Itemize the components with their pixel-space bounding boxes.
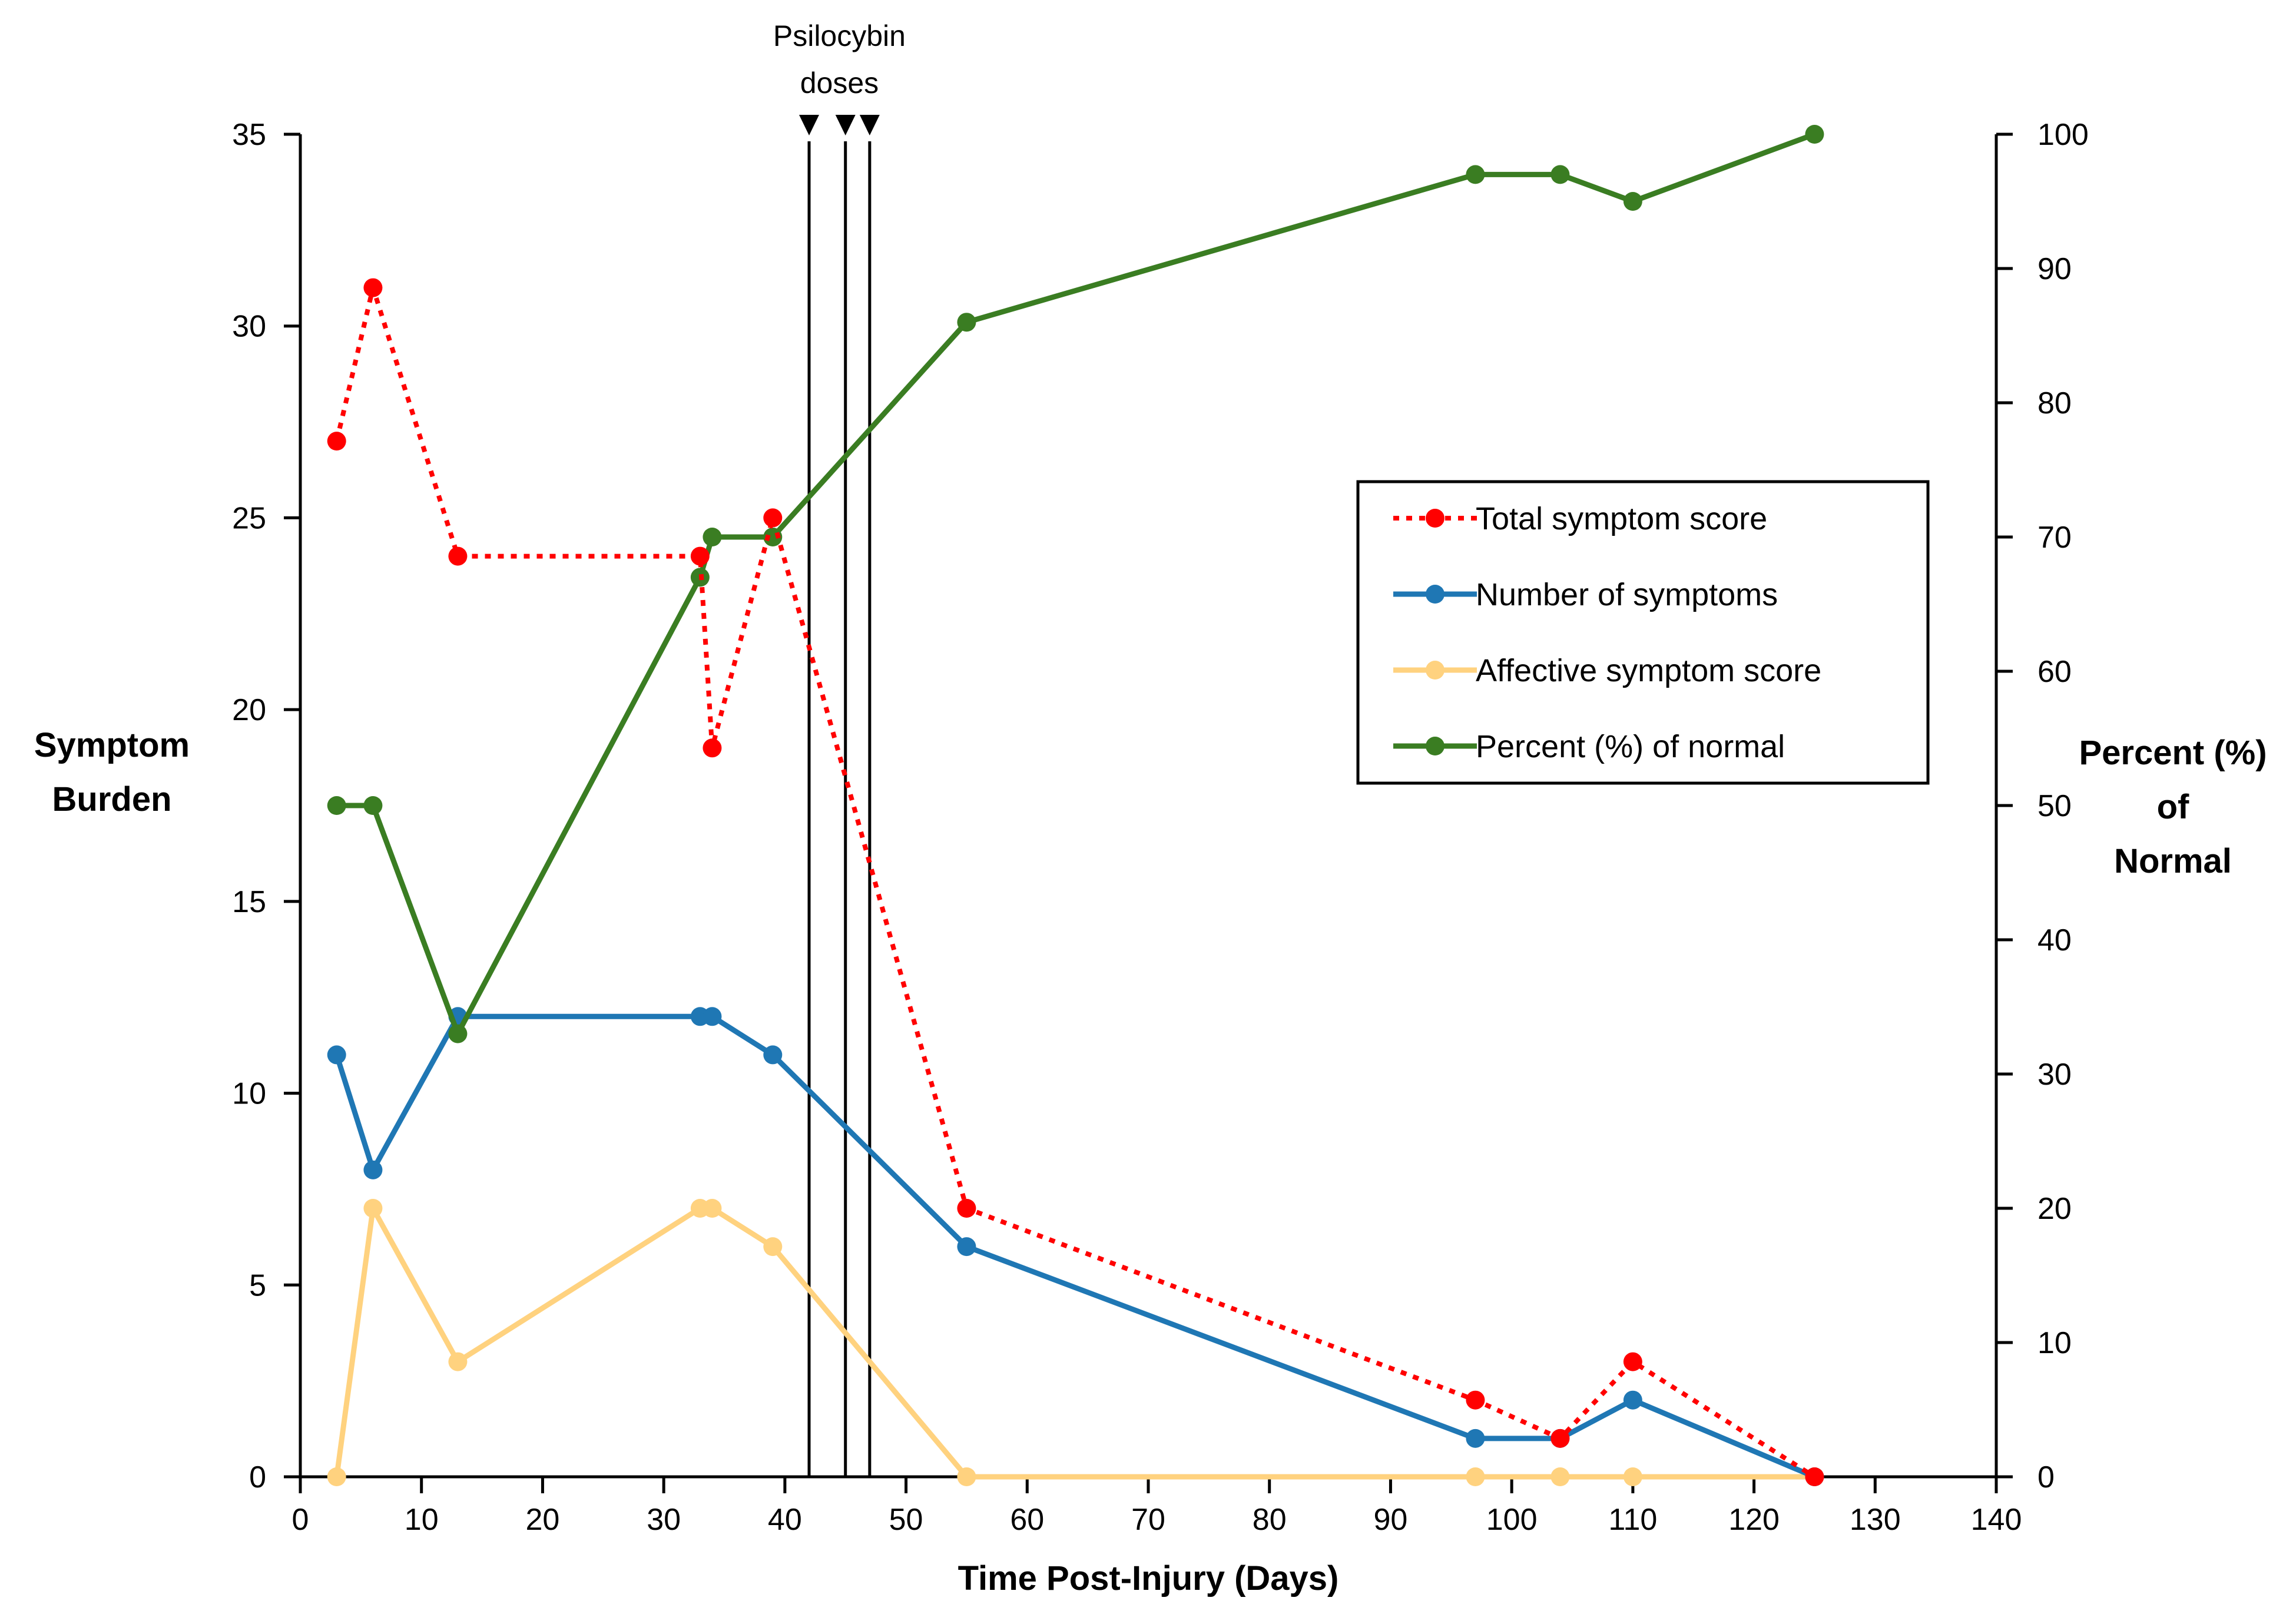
data-point-percent-of-normal [957,313,976,332]
data-point-percent-of-normal [1805,125,1824,144]
y2-tick-label: 50 [2037,789,2072,823]
legend-swatch-marker [1426,661,1444,680]
data-point-percent-of-normal [703,528,722,546]
series-group [327,125,1824,1486]
x-tick-label: 80 [1253,1503,1287,1537]
x-tick-label: 110 [1608,1503,1657,1537]
series-line-total-symptom-score [334,285,1816,1479]
data-point-percent-of-normal [363,796,383,815]
y2-tick-label: 60 [2037,655,2072,689]
legend-swatch-marker [1426,509,1444,528]
data-point-total-symptom-score [763,508,783,528]
data-point-number-of-symptoms [363,1160,383,1179]
series-line-number-of-symptoms [334,1013,1816,1480]
y-tick-label: 15 [232,885,266,919]
x-tick-label: 120 [1728,1503,1780,1537]
x-tick-label: 130 [1850,1503,1901,1537]
data-point-number-of-symptoms [957,1237,976,1257]
data-point-total-symptom-score [327,432,346,451]
x-tick-label: 10 [405,1503,439,1537]
x-tick-label: 100 [1486,1503,1538,1537]
data-point-affective-symptom-score [327,1467,346,1486]
data-point-percent-of-normal [1550,165,1570,184]
x-tick-label: 70 [1131,1503,1165,1537]
data-point-affective-symptom-score [957,1467,976,1486]
data-point-affective-symptom-score [703,1199,722,1218]
dose-lines-group: Psilocybin doses [773,19,906,1477]
y-axis-title: Burden [52,780,172,818]
y2-tick-label: 10 [2037,1326,2072,1360]
data-point-percent-of-normal [1466,165,1485,184]
data-point-number-of-symptoms [703,1007,722,1026]
data-point-number-of-symptoms [327,1045,346,1065]
dose-marker-icon [859,115,880,135]
y-tick-label: 10 [232,1077,266,1111]
data-point-number-of-symptoms [1623,1390,1642,1410]
y2-tick-label: 90 [2037,252,2072,286]
legend-label: Total symptom score [1476,501,1767,536]
dose-marker-icon [799,115,819,135]
legend-box [1356,480,1930,785]
y-tick-label: 0 [249,1460,266,1494]
x-tick-label: 60 [1010,1503,1044,1537]
data-point-total-symptom-score [1550,1429,1570,1448]
x-tick-label: 30 [647,1503,681,1537]
x-tick-label: 140 [1971,1503,2022,1537]
y2-tick-label: 0 [2037,1460,2055,1494]
data-point-total-symptom-score [1623,1352,1642,1371]
y2-axis-title: Percent (%) [2079,734,2267,772]
y2-tick-label: 30 [2037,1058,2072,1092]
dose-annotation: doses [800,67,879,100]
data-point-total-symptom-score [1805,1467,1824,1486]
data-point-total-symptom-score [1466,1390,1485,1410]
legend-label: Number of symptoms [1476,577,1778,612]
x-tick-label: 90 [1374,1503,1408,1537]
data-point-percent-of-normal [448,1024,468,1043]
legend-label: Affective symptom score [1476,653,1821,688]
legend-swatch-marker [1426,585,1444,604]
data-point-percent-of-normal [327,796,346,815]
data-point-number-of-symptoms [763,1045,783,1065]
y2-tick-label: 20 [2037,1192,2072,1226]
y-tick-label: 20 [232,693,266,727]
y2-tick-label: 70 [2037,521,2072,555]
data-point-affective-symptom-score [1550,1467,1570,1486]
y-tick-label: 5 [249,1268,266,1302]
y2-tick-label: 40 [2037,923,2072,957]
data-point-total-symptom-score [448,546,468,566]
data-point-percent-of-normal [763,528,783,546]
x-tick-label: 40 [768,1503,802,1537]
dose-marker-icon [835,115,856,135]
y-tick-label: 35 [232,118,266,152]
data-point-affective-symptom-score [363,1199,383,1218]
data-point-affective-symptom-score [763,1237,783,1257]
y2-axis-title: of [2157,788,2189,826]
legend-swatch-marker [1426,737,1444,755]
data-point-number-of-symptoms [1466,1429,1485,1448]
axes-group: 0 5 10 15 20 25 30 35 0 10 20 30 40 50 60 70 80 90 100 0 10 2… [34,118,2267,1598]
x-tick-label: 20 [526,1503,560,1537]
y2-tick-label: 100 [2037,118,2089,152]
legend: Total symptom score Number of symptoms Aff… [1356,480,1930,785]
x-tick-label: 50 [889,1503,923,1537]
y-tick-label: 30 [232,310,266,344]
data-point-total-symptom-score [690,546,710,566]
dose-annotation: Psilocybin [773,19,906,52]
data-point-total-symptom-score [363,278,383,297]
x-axis-title: Time Post-Injury (Days) [958,1559,1339,1598]
data-point-percent-of-normal [1623,192,1642,211]
data-point-affective-symptom-score [1466,1467,1485,1486]
data-point-total-symptom-score [957,1199,976,1218]
y-axis-title: Symptom [34,726,190,764]
x-tick-label: 0 [292,1503,309,1537]
y2-tick-label: 80 [2037,386,2072,420]
data-point-affective-symptom-score [1623,1467,1642,1486]
legend-label: Percent (%) of normal [1476,729,1785,764]
y-tick-label: 25 [232,501,266,535]
y2-axis-title: Normal [2114,842,2232,880]
data-point-affective-symptom-score [448,1352,468,1371]
data-point-total-symptom-score [703,738,722,758]
